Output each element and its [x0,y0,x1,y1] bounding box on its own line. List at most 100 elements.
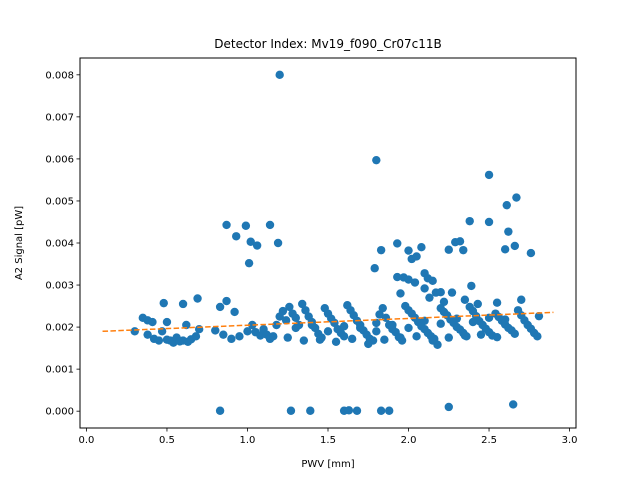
data-point [484,217,494,227]
data-point [339,332,349,341]
data-point [492,332,502,342]
data-point [393,239,402,248]
data-point [194,324,204,334]
x-tick-label: 0.5 [159,435,175,446]
y-tick-label: 0.007 [45,112,74,123]
data-point [417,243,426,252]
data-point [299,336,309,345]
data-point [396,333,405,342]
data-point [154,336,164,345]
fit-line [102,311,554,333]
data-point [352,406,362,415]
data-point [243,327,252,336]
data-point [436,319,445,328]
data-point [476,330,486,339]
data-point [356,323,365,333]
data-point [384,406,394,415]
data-point [484,170,494,180]
data-point [275,70,284,80]
data-point [182,320,191,330]
data-point [323,327,333,336]
data-point [306,406,315,415]
plot-frame [79,57,577,429]
data-point [500,245,510,254]
data-point [215,406,225,415]
data-point [504,227,513,236]
data-point [533,332,542,341]
y-axis-label: A2 Signal [pW] [14,206,25,280]
data-point [500,315,510,324]
data-point [222,220,231,230]
data-point [388,320,397,330]
data-point [502,200,511,210]
data-point [526,248,536,258]
y-tick-label: 0.000 [45,407,74,418]
y-tick-label: 0.001 [45,365,74,376]
data-point [381,313,391,323]
data-point [492,298,502,307]
data-point [372,318,381,328]
data-point [215,302,225,312]
data-point [444,245,453,254]
data-point [246,237,255,246]
x-tick-label: 1.0 [240,435,256,446]
data-point [232,232,241,241]
data-point [372,327,381,336]
data-point [265,220,275,230]
data-point [534,311,544,321]
data-point [396,289,405,298]
data-point [272,320,281,330]
data-point [269,332,278,341]
y-tick-label: 0.002 [45,323,74,334]
data-point [159,298,168,308]
x-tick-label: 3.0 [562,435,578,446]
data-point [256,331,265,340]
data-point [347,334,357,344]
data-point [331,337,341,347]
data-point [455,237,465,246]
data-point [473,299,482,309]
data-point [178,299,188,309]
x-tick-label: 0.0 [78,435,94,446]
data-point [130,327,139,336]
data-point [508,400,518,409]
data-point [291,313,300,323]
x-tick-label: 1.5 [320,435,336,446]
data-point [285,302,294,312]
data-point [428,336,437,345]
data-point [404,246,413,255]
chart-title: Detector Index: Mv19_f090_Cr07c11B [214,37,442,51]
data-point [219,330,228,339]
y-tick-label: 0.003 [45,281,74,292]
data-point [235,332,244,341]
data-point [467,281,476,291]
data-point [248,320,257,330]
data-point [252,241,262,250]
data-point [301,306,310,315]
data-point [420,316,429,325]
data-point [465,216,474,226]
data-point [393,272,402,282]
data-point [191,332,201,341]
data-point [193,294,202,303]
y-tick-label: 0.005 [45,196,74,207]
data-point [227,334,236,344]
data-point [517,295,526,304]
data-point [375,310,384,319]
data-point [378,303,387,313]
x-axis-label: PWV [mm] [301,459,354,470]
y-tick-label: 0.006 [45,154,74,165]
data-point [244,258,254,268]
y-tick-label: 0.004 [45,239,74,250]
data-point [425,293,434,302]
data-point [412,332,421,341]
data-point [162,317,172,327]
data-point [380,335,389,344]
data-point [315,335,325,344]
data-point [447,288,457,297]
data-point [460,331,470,340]
data-point [420,284,429,293]
points-layer [130,70,544,415]
data-point [283,333,292,342]
